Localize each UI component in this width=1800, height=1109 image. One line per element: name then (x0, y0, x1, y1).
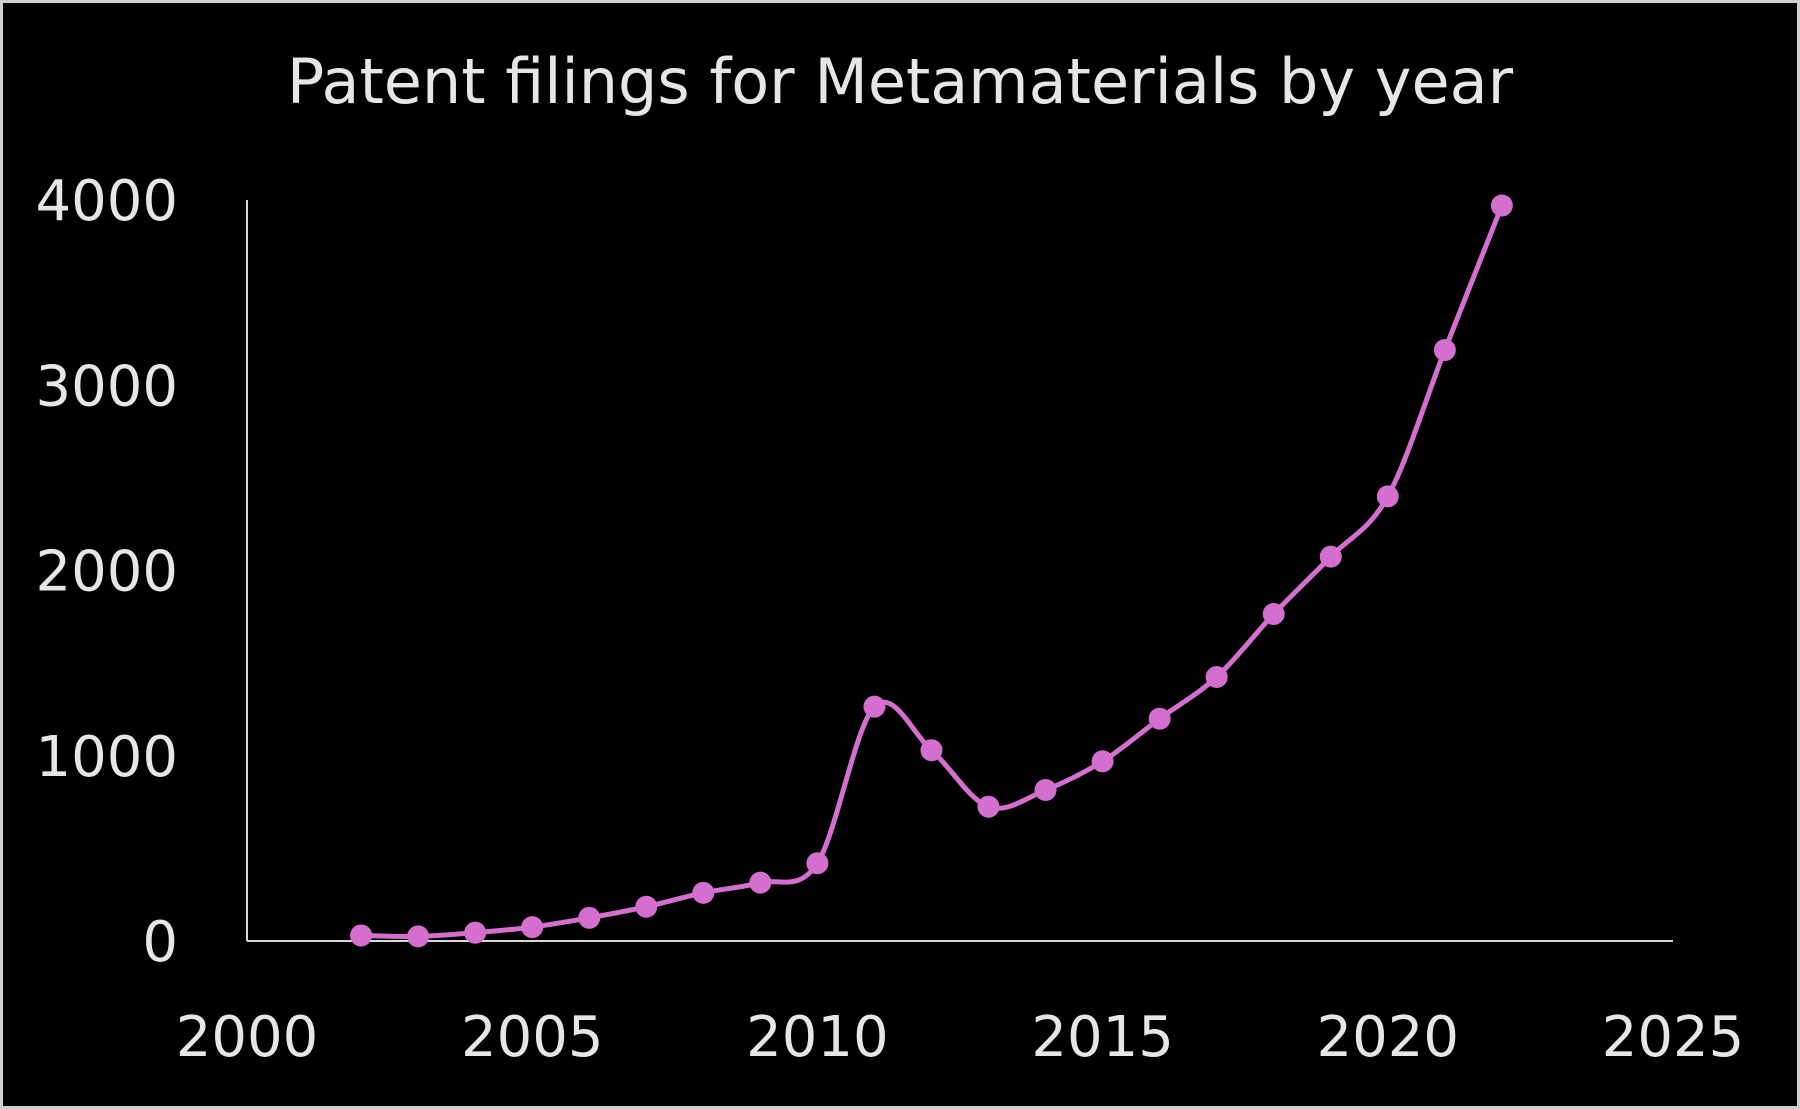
data-point (1263, 603, 1285, 625)
data-point (1491, 195, 1513, 217)
y-tick-label: 3000 (35, 354, 178, 419)
data-point (806, 852, 828, 874)
data-point (350, 924, 372, 946)
x-tick-label: 2005 (461, 1005, 604, 1070)
data-point (578, 907, 600, 929)
data-point (464, 922, 486, 944)
data-point (863, 696, 885, 718)
data-point (521, 916, 543, 938)
x-tick-label: 2000 (176, 1005, 319, 1070)
x-tick-label: 2010 (746, 1005, 889, 1070)
y-tick-label: 1000 (35, 725, 178, 790)
data-point (749, 872, 771, 894)
series-line (361, 206, 1502, 937)
y-tick-label: 2000 (35, 540, 178, 605)
data-point (1149, 708, 1171, 730)
data-point (978, 796, 1000, 818)
data-point (407, 925, 429, 947)
data-point (1035, 779, 1057, 801)
data-point (1320, 546, 1342, 568)
x-tick-label: 2020 (1317, 1005, 1460, 1070)
x-tick-label: 2025 (1602, 1005, 1745, 1070)
y-tick-label: 4000 (35, 169, 178, 234)
data-point (1206, 666, 1228, 688)
x-tick-label: 2015 (1031, 1005, 1174, 1070)
y-tick-label: 0 (142, 910, 178, 975)
chart-title: Patent filings for Metamaterials by year (287, 45, 1514, 118)
data-point (692, 882, 714, 904)
data-point (1377, 485, 1399, 507)
data-point (920, 739, 942, 761)
data-point (635, 896, 657, 918)
data-point (1092, 750, 1114, 772)
data-point (1434, 339, 1456, 361)
